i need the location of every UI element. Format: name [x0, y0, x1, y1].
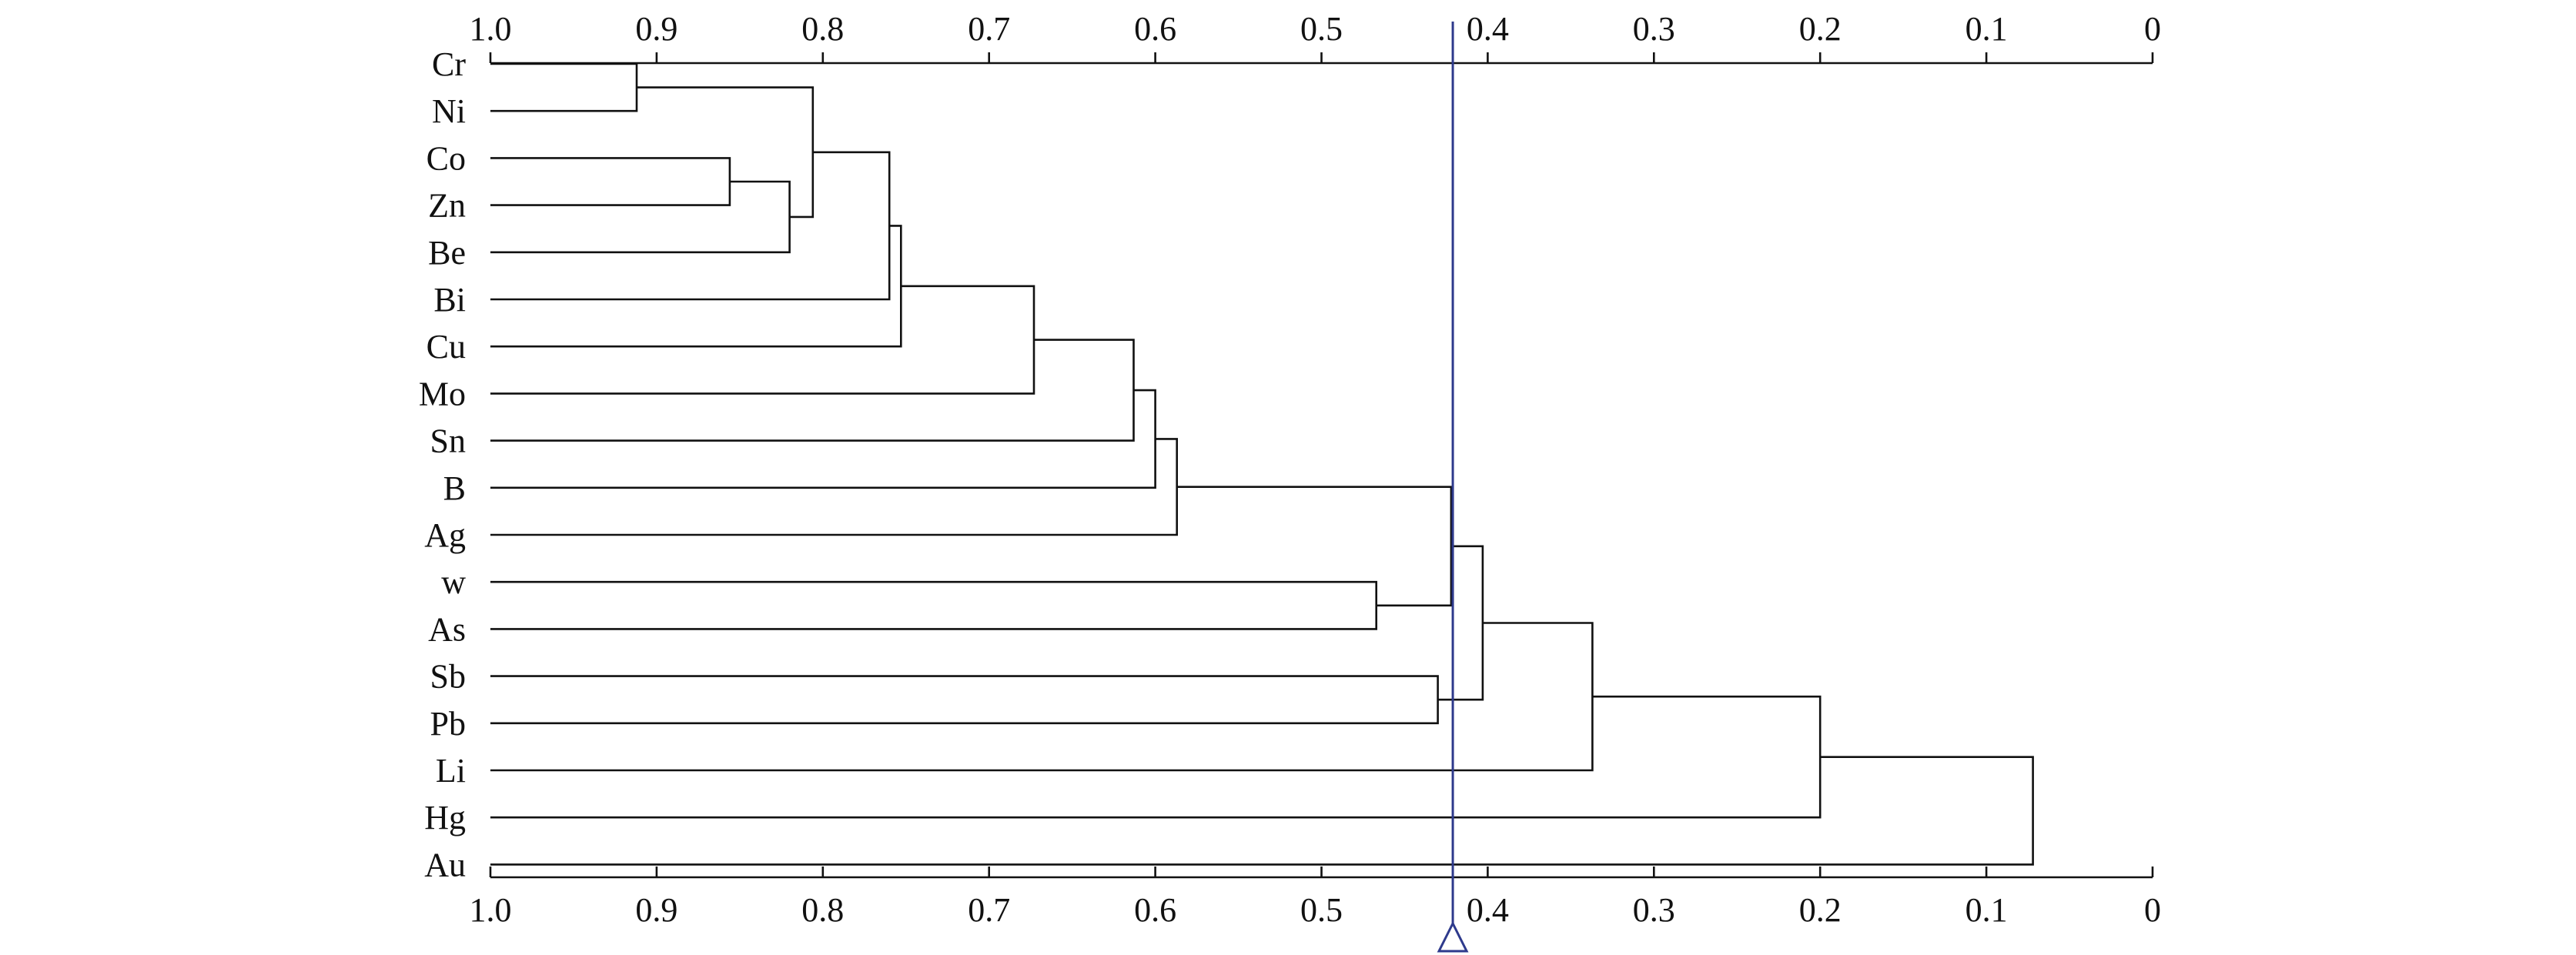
bottom-axis-tick-label: 0.6	[1134, 891, 1176, 929]
bottom-axis-tick-label: 0.2	[1799, 891, 1842, 929]
dendrogram-link	[490, 157, 731, 206]
dendrogram-link	[490, 580, 1377, 630]
leaf-label: Co	[427, 139, 466, 177]
bottom-axis-tick-label: 0.1	[1965, 891, 2008, 929]
bottom-axis-tick-label: 0.5	[1300, 891, 1343, 929]
dendrogram-link	[490, 756, 2034, 866]
dendrogram-link	[490, 339, 1135, 442]
cut-threshold	[1437, 22, 1469, 953]
leaf-label: Ni	[432, 92, 466, 130]
dendrogram-link	[490, 151, 891, 301]
bottom-axis-tick-label: 0.3	[1633, 891, 1675, 929]
bottom-axis-tick-label: 0	[2144, 891, 2161, 929]
top-axis-tick-label: 0.3	[1633, 10, 1675, 48]
dendrogram-link	[1437, 545, 1484, 701]
leaf-label: B	[443, 469, 466, 507]
bottom-axis-tick-label: 0.4	[1467, 891, 1509, 929]
bottom-axis-tick-label: 0.9	[635, 891, 677, 929]
dendrogram-link	[1176, 486, 1453, 607]
leaf-label: Pb	[430, 705, 466, 743]
leaf-label: Bi	[433, 281, 466, 319]
top-axis-tick-label: 1.0	[470, 10, 512, 48]
dendrogram-link	[490, 62, 638, 112]
dendrogram-link	[490, 180, 791, 254]
top-axis-tick-label: 0.4	[1467, 10, 1509, 48]
leaf-label: Sb	[430, 658, 466, 696]
leaf-label: Cu	[427, 328, 466, 366]
dendrogram-link	[490, 622, 1594, 772]
dendrogram-link	[490, 675, 1439, 725]
leaf-label: Li	[436, 752, 466, 790]
leaf-label: Sn	[430, 422, 466, 460]
bottom-axis: 1.0 0.9 0.8 0.7 0.6 0.5 0.4 0.3 0.2 0.1 0	[470, 867, 2161, 929]
dendrogram-link	[490, 225, 902, 348]
top-axis-tick-label: 0.9	[635, 10, 677, 48]
cut-threshold-marker	[1437, 920, 1469, 953]
leaf-label: As	[428, 610, 466, 648]
top-axis-tick-label: 0.7	[968, 10, 1010, 48]
top-axis-tick-label: 0.5	[1300, 10, 1343, 48]
leaf-label: Hg	[424, 799, 466, 836]
leaf-label: Zn	[428, 187, 466, 225]
leaf-label: w	[441, 563, 466, 601]
leaf-label: Be	[428, 234, 466, 272]
bottom-axis-tick-label: 1.0	[470, 891, 512, 929]
dendrogram-link	[490, 695, 1822, 819]
dendrogram-link	[490, 389, 1156, 489]
bottom-axis-tick-label: 0.7	[968, 891, 1010, 929]
top-axis-tick-label: 0.6	[1134, 10, 1176, 48]
leaf-label: Au	[424, 846, 466, 883]
leaf-label: Mo	[419, 375, 466, 412]
top-axis: 1.0 0.9 0.8 0.7 0.6 0.5 0.4 0.3 0.2 0.1 0	[470, 10, 2161, 65]
leaf-labels: Cr Ni Co Zn Be Bi Cu Mo Sn B Ag w As Sb Pb Li Hg Au	[419, 45, 466, 883]
top-axis-tick-label: 0.2	[1799, 10, 1842, 48]
dendrogram-link	[637, 86, 815, 219]
top-axis-tick-label: 0.1	[1965, 10, 2008, 48]
top-axis-tick-label: 0.8	[801, 10, 844, 48]
leaf-label: Ag	[424, 516, 466, 554]
dendrogram-links	[490, 62, 2034, 866]
bottom-axis-tick-label: 0.8	[801, 891, 844, 929]
leaf-label: Cr	[432, 45, 466, 83]
dendrogram-link	[490, 285, 1035, 395]
top-axis-tick-label: 0	[2144, 10, 2161, 48]
